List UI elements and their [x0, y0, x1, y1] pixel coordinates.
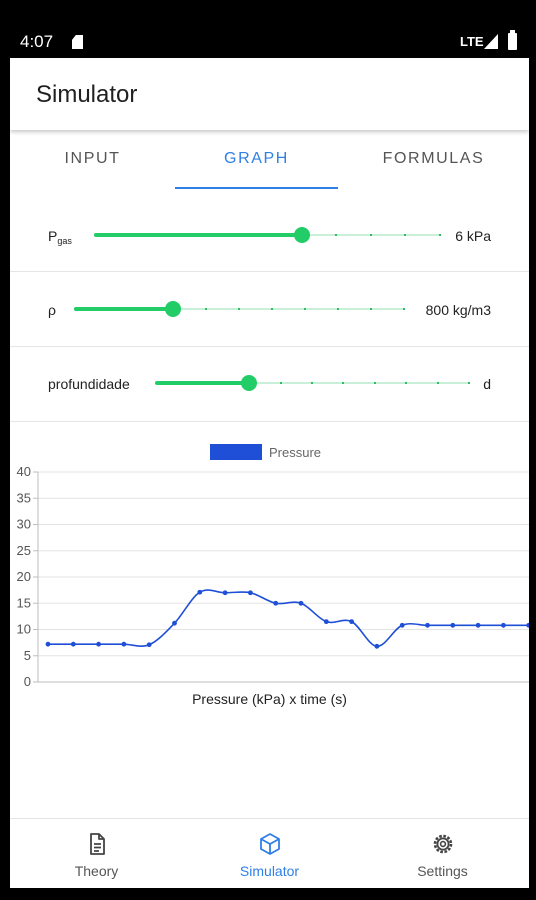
nav-simulator[interactable]: Simulator: [183, 819, 356, 889]
data-point: [425, 622, 430, 628]
slider-label-depth: profundidade: [48, 376, 130, 392]
slider-value-pgas: 6 kPa: [455, 228, 491, 244]
pgas-slider[interactable]: [94, 227, 441, 243]
data-point: [374, 643, 380, 649]
data-point: [197, 589, 203, 595]
tab-formulas[interactable]: FORMULAS: [382, 150, 485, 167]
nav-theory[interactable]: Theory: [10, 819, 183, 889]
rho-slider[interactable]: [74, 301, 405, 317]
data-point: [248, 590, 253, 596]
slider-tick: [205, 308, 207, 310]
slider-tick: [304, 308, 306, 310]
slider-tick: [335, 234, 338, 236]
data-point: [96, 641, 101, 647]
slider-row-pgas: Pgas 6 kPa: [10, 198, 529, 272]
battery-icon: [508, 30, 517, 50]
y-tick-label: 15: [17, 595, 31, 610]
slider-tick: [404, 234, 407, 236]
slider-tick: [279, 382, 282, 384]
slider-tick: [373, 382, 376, 384]
slider-label-rho: ρ: [48, 302, 56, 318]
page-title: Simulator: [36, 81, 138, 108]
slider-tick: [403, 308, 405, 310]
signal-icon: [484, 34, 498, 49]
data-point: [45, 641, 51, 647]
app-screen: Simulator INPUT GRAPH FORMULAS Pgas 6 kP…: [10, 58, 532, 888]
slider-tick: [238, 308, 240, 310]
data-point: [273, 600, 279, 606]
slider-tick: [370, 308, 372, 310]
nav-settings[interactable]: Settings: [356, 819, 529, 889]
slider-tick: [369, 234, 372, 236]
app-bar: Simulator: [10, 58, 529, 130]
slider-value-depth: d: [483, 376, 491, 392]
y-tick-label: 10: [17, 622, 31, 637]
data-point: [70, 641, 76, 647]
series-line-pressure: [48, 589, 529, 648]
slider-label-pgas: Pgas: [48, 228, 72, 246]
data-point: [526, 622, 532, 628]
y-tick-label: 30: [17, 517, 31, 532]
tab-bar: INPUT GRAPH FORMULAS: [10, 132, 529, 190]
network-type: LTE: [460, 34, 484, 49]
data-point: [349, 619, 354, 625]
data-point: [450, 622, 456, 628]
y-tick-label: 35: [17, 490, 31, 505]
y-tick-label: 0: [24, 674, 31, 689]
nav-simulator-label: Simulator: [239, 863, 300, 879]
document-icon: [90, 833, 105, 855]
slider-tick: [468, 382, 470, 384]
tab-input[interactable]: INPUT: [64, 150, 121, 167]
legend-label: Pressure: [269, 445, 321, 460]
data-point: [475, 622, 481, 628]
gear-icon: [433, 834, 453, 854]
bottom-nav: Theory Simulator Settings: [10, 818, 529, 888]
nav-theory-label: Theory: [74, 863, 119, 879]
legend-swatch: [210, 444, 262, 460]
slider-tick: [337, 308, 339, 310]
data-point: [146, 642, 152, 648]
depth-slider[interactable]: [155, 375, 470, 391]
cube-icon: [260, 833, 280, 855]
y-tick-label: 25: [17, 543, 31, 558]
status-bar: 4:07 LTE: [0, 0, 536, 58]
y-tick-label: 20: [17, 569, 31, 584]
slider-value-rho: 800 kg/m3: [425, 302, 491, 318]
tab-indicator: [175, 187, 338, 189]
slider-tick: [439, 234, 441, 236]
slider-tick: [311, 382, 313, 384]
slider-row-rho: ρ 800 kg/m3: [10, 273, 529, 347]
data-point: [399, 622, 405, 628]
chart-canvas: 0 5 10 15 20 25 30 35 40 Pressure: [17, 444, 532, 689]
data-point: [222, 590, 228, 596]
slider-tick: [342, 382, 345, 384]
slider-tick: [405, 382, 408, 384]
pressure-chart: 0 5 10 15 20 25 30 35 40 Pressure Pressure (kPa) …: [10, 430, 532, 730]
data-point: [298, 600, 304, 606]
slider-tick: [271, 308, 273, 310]
pgas-slider-thumb[interactable]: [293, 227, 310, 243]
tab-graph[interactable]: GRAPH: [224, 150, 289, 167]
data-point: [501, 622, 506, 628]
y-tick-label: 5: [24, 648, 31, 663]
sd-card-icon: [72, 35, 83, 49]
rho-slider-thumb[interactable]: [165, 301, 181, 317]
nav-settings-label: Settings: [417, 863, 468, 879]
data-point: [121, 641, 127, 647]
slider-row-depth: profundidade d: [10, 348, 529, 422]
status-time: 4:07: [20, 32, 54, 51]
data-point: [323, 619, 329, 625]
chart-xlabel: Pressure (kPa) x time (s): [192, 691, 347, 707]
y-tick-label: 40: [17, 464, 31, 479]
slider-tick: [436, 382, 439, 384]
data-point: [172, 620, 177, 626]
depth-slider-thumb[interactable]: [241, 375, 258, 391]
